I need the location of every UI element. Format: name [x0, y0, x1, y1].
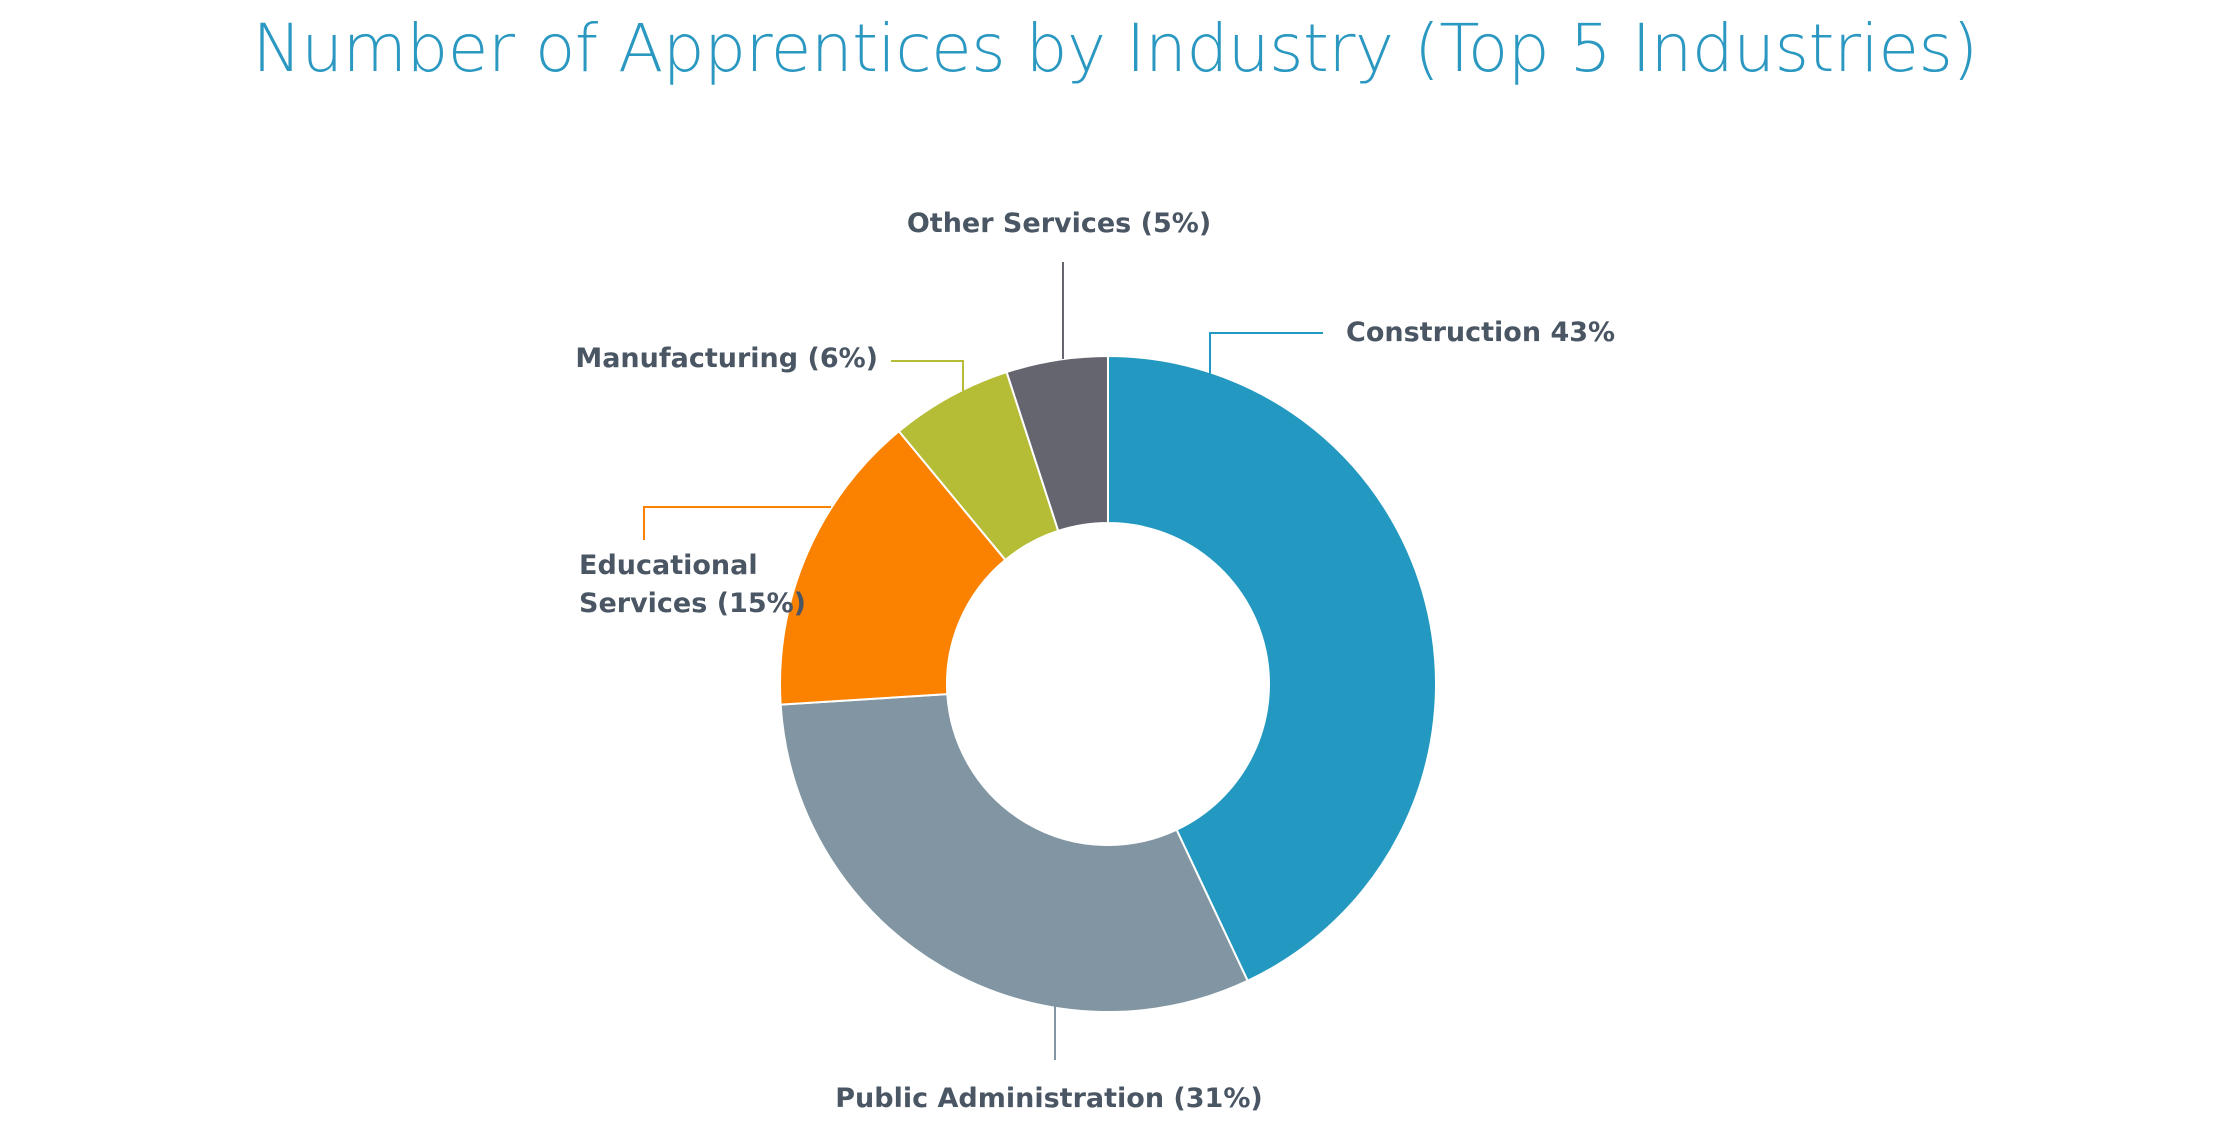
leader-line — [643, 506, 831, 540]
donut-slice — [779, 693, 1249, 1013]
slice-label: Other Services (5%) — [906, 208, 1212, 239]
donut-slice — [1107, 354, 1437, 983]
slice-label: Educational Services (15%) — [579, 550, 807, 619]
leader-line — [1209, 332, 1323, 376]
slice-label: Manufacturing (6%) — [575, 343, 878, 374]
donut-slice — [1005, 354, 1109, 533]
slice-label: Public Administration (31%) — [835, 1083, 1263, 1114]
donut-slice — [779, 429, 1007, 706]
slice-label: Construction 43% — [1346, 317, 1616, 348]
leader-line — [891, 360, 964, 391]
chart-title: Number of Apprentices by Industry (Top 5… — [252, 10, 1978, 87]
